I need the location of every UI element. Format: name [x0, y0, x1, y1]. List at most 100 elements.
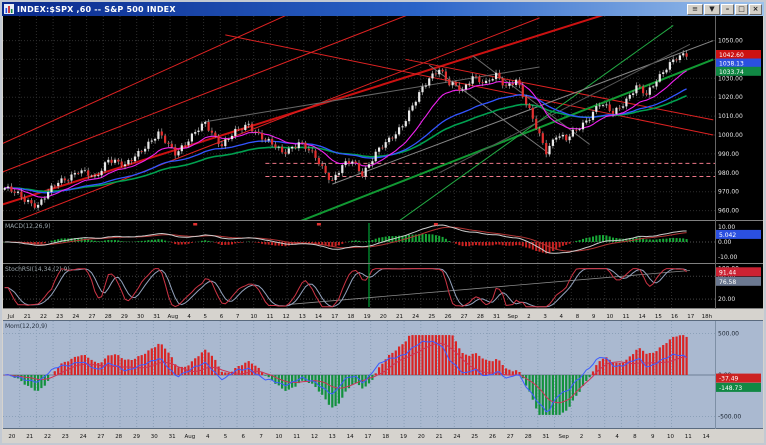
svg-text:24: 24 [412, 314, 419, 320]
svg-text:30: 30 [151, 434, 158, 440]
svg-text:27: 27 [89, 314, 96, 320]
title-bar[interactable]: INDEX:$SPX ,60 -- S&P 500 INDEX ≡ ▼ – □ … [2, 2, 764, 16]
svg-text:17: 17 [687, 314, 694, 320]
svg-text:31: 31 [542, 434, 549, 440]
svg-text:4: 4 [615, 434, 619, 440]
svg-text:5: 5 [224, 434, 228, 440]
svg-text:21: 21 [24, 314, 31, 320]
time-axis-bottom[interactable]: 20 21 22 23 24 27 28 29 30 31 Aug 4 5 6 7 10 11 12 13 14 17 1… [8, 434, 710, 440]
svg-text:19: 19 [364, 314, 371, 320]
svg-text:Sep: Sep [559, 434, 570, 440]
svg-text:24: 24 [453, 434, 460, 440]
bottom-indicator-panel[interactable] [3, 335, 688, 415]
svg-text:20.00: 20.00 [718, 296, 735, 303]
stochrsi-panel[interactable] [4, 268, 690, 308]
chart-menu-button[interactable]: ≡ [687, 3, 703, 15]
svg-text:25: 25 [428, 314, 435, 320]
svg-text:8: 8 [576, 314, 580, 320]
close-button[interactable]: × [749, 3, 762, 15]
svg-text:29: 29 [133, 434, 140, 440]
svg-text:21: 21 [436, 434, 443, 440]
svg-text:25: 25 [471, 434, 478, 440]
titlebar-buttons: ≡ ▼ – □ × [687, 3, 762, 15]
svg-text:-37.49: -37.49 [719, 376, 739, 383]
maximize-button[interactable]: □ [735, 3, 748, 15]
svg-text:500.00: 500.00 [718, 330, 739, 337]
svg-text:11: 11 [623, 314, 630, 320]
window-title: INDEX:$SPX ,60 -- S&P 500 INDEX [17, 4, 176, 14]
time-axis-main[interactable]: Jul 21 22 23 24 27 28 29 30 31 Aug 4 5 6 7 10 11 12 13 14 17… [7, 314, 713, 320]
svg-text:Aug: Aug [185, 434, 196, 440]
svg-text:3: 3 [598, 434, 602, 440]
svg-text:31: 31 [153, 314, 160, 320]
svg-text:3: 3 [543, 314, 547, 320]
svg-text:-148.73: -148.73 [719, 385, 742, 392]
svg-text:16: 16 [671, 314, 678, 320]
svg-text:11: 11 [293, 434, 300, 440]
svg-text:23: 23 [62, 434, 69, 440]
svg-text:22: 22 [44, 434, 51, 440]
svg-text:4: 4 [206, 434, 210, 440]
window-icon [4, 4, 14, 14]
price-panel[interactable] [3, 16, 715, 233]
svg-text:2: 2 [580, 434, 584, 440]
svg-text:17: 17 [364, 434, 371, 440]
svg-text:990.00: 990.00 [718, 151, 739, 158]
svg-text:Jul: Jul [7, 314, 15, 320]
svg-text:76.58: 76.58 [719, 279, 736, 286]
svg-text:6: 6 [242, 434, 246, 440]
svg-text:1038.13: 1038.13 [719, 60, 744, 67]
svg-text:11: 11 [685, 434, 692, 440]
svg-text:11: 11 [267, 314, 274, 320]
svg-text:10: 10 [606, 314, 613, 320]
svg-text:12: 12 [311, 434, 318, 440]
svg-text:19: 19 [400, 434, 407, 440]
macd-label: MACD(12,26,9) [5, 223, 51, 230]
svg-text:9: 9 [592, 314, 596, 320]
svg-text:1050.00: 1050.00 [718, 38, 743, 45]
svg-text:980.00: 980.00 [718, 170, 739, 177]
minimize-button[interactable]: – [721, 3, 734, 15]
svg-text:13: 13 [299, 314, 306, 320]
svg-text:960.00: 960.00 [718, 208, 739, 215]
svg-text:1000.00: 1000.00 [718, 132, 743, 139]
svg-text:13: 13 [329, 434, 336, 440]
svg-text:0.00: 0.00 [718, 239, 732, 246]
svg-text:4: 4 [560, 314, 564, 320]
svg-text:27: 27 [461, 314, 468, 320]
chart-area[interactable]: 1050.00 10 4 0.00 1030.00 1020.00 10 10.00 1000.… [2, 16, 764, 443]
svg-text:10.00: 10.00 [718, 224, 735, 231]
svg-text:20: 20 [8, 434, 15, 440]
svg-text:14: 14 [347, 434, 354, 440]
chart-canvas[interactable]: 1050.00 10 4 0.00 1030.00 1020.00 10 10.00 1000.… [3, 16, 763, 442]
svg-text:StochRSI(14,34,(2),9): StochRSI(14,34,(2),9) [5, 266, 70, 273]
svg-text:21: 21 [26, 434, 33, 440]
svg-text:15: 15 [655, 314, 662, 320]
price-scale[interactable]: 1050.001040.001030.001020.001010.001000.… [716, 38, 761, 421]
stochrsi-label: StochRSI(14,34,(2),9) [5, 266, 70, 273]
svg-text:-500.00: -500.00 [718, 414, 741, 421]
svg-text:31: 31 [169, 434, 176, 440]
dropdown-button[interactable]: ▼ [704, 3, 720, 15]
svg-text:MACD(12,26,9): MACD(12,26,9) [5, 223, 51, 230]
svg-text:4: 4 [187, 314, 191, 320]
svg-text:18: 18 [347, 314, 354, 320]
svg-text:5.042: 5.042 [719, 232, 736, 239]
svg-text:14: 14 [703, 434, 710, 440]
svg-text:9: 9 [651, 434, 655, 440]
svg-text:80.00: 80.00 [718, 273, 735, 280]
svg-text:5: 5 [204, 314, 208, 320]
svg-text:10: 10 [250, 314, 257, 320]
svg-text:28: 28 [115, 434, 122, 440]
svg-text:28: 28 [105, 314, 112, 320]
svg-text:18: 18 [382, 434, 389, 440]
svg-text:24: 24 [80, 434, 87, 440]
svg-text:12: 12 [283, 314, 290, 320]
macd-panel[interactable] [3, 223, 688, 254]
svg-text:1030.00: 1030.00 [718, 75, 743, 82]
svg-text:27: 27 [97, 434, 104, 440]
svg-text:1020.00: 1020.00 [718, 94, 743, 101]
svg-text:22: 22 [40, 314, 47, 320]
svg-text:17: 17 [331, 314, 338, 320]
